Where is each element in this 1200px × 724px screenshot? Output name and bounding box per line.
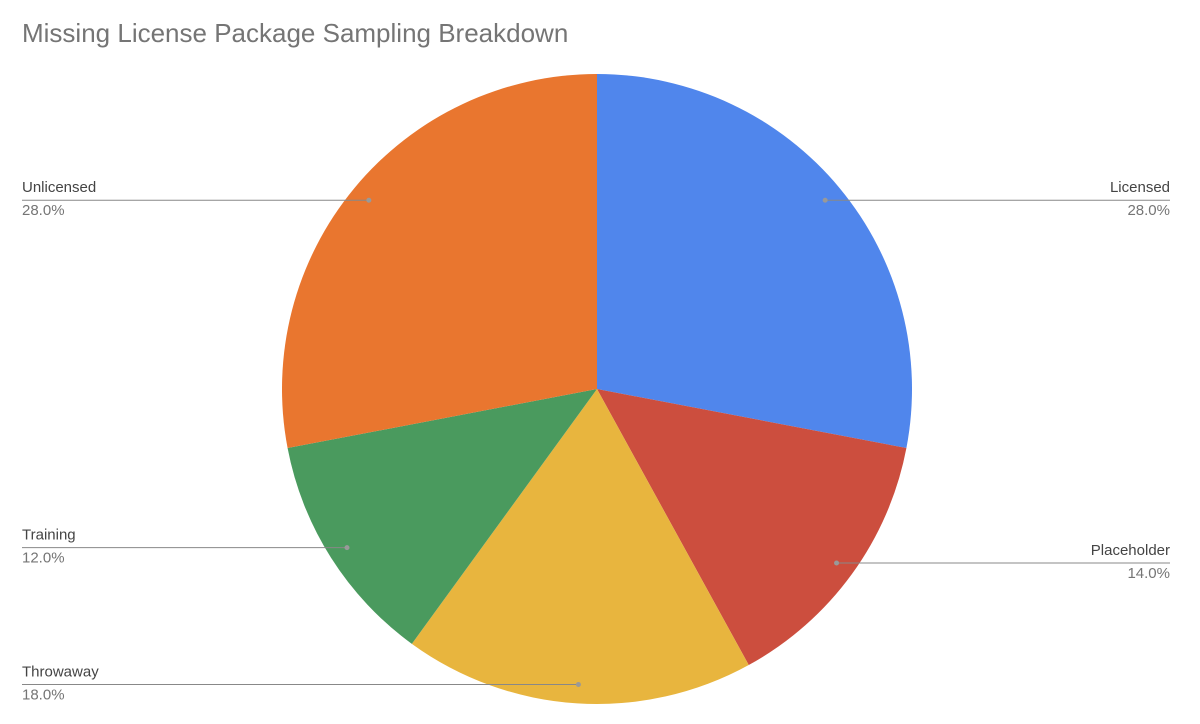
chart-title: Missing License Package Sampling Breakdo… (22, 18, 568, 48)
slice-value-label: 12.0% (22, 550, 65, 567)
slice-label: Licensed (1110, 179, 1170, 196)
leader-dot (366, 197, 372, 203)
leader-dot (834, 560, 840, 566)
slice-value-label: 28.0% (1127, 202, 1170, 219)
slice-value-label: 18.0% (22, 686, 65, 703)
pie-slice (597, 389, 907, 666)
leader-dot (575, 682, 581, 688)
pie-slice (411, 389, 749, 704)
slice-value-label: 28.0% (22, 202, 65, 219)
slice-value-label: 14.0% (1127, 565, 1170, 582)
leader-dot (344, 545, 350, 551)
slice-label: Training (22, 527, 76, 544)
slice-label: Throwaway (22, 663, 99, 680)
slice-label: Placeholder (1091, 542, 1170, 559)
leader-dot (822, 197, 828, 203)
pie-slice (597, 74, 912, 449)
pie-slice (287, 389, 597, 644)
slice-label: Unlicensed (22, 179, 96, 196)
pie-slice (282, 74, 597, 449)
